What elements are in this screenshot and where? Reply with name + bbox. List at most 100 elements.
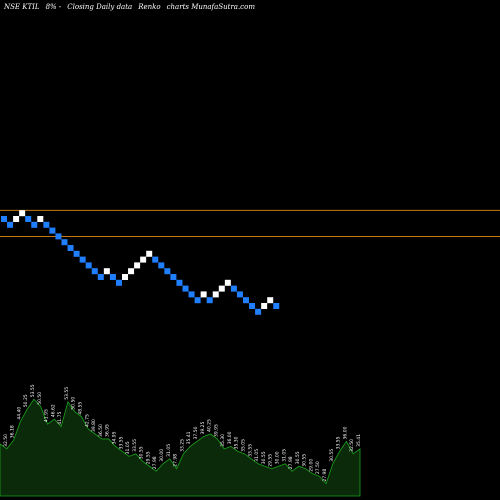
volume-value-label: 36.00 — [342, 426, 348, 439]
volume-value-label: 41.95 — [44, 409, 50, 422]
renko-brick-up — [140, 256, 147, 263]
volume-value-label: 35.41 — [356, 434, 362, 447]
renko-brick-down — [170, 274, 177, 280]
renko-brick-down — [236, 291, 243, 298]
volume-value-label: 31.05 — [125, 441, 131, 454]
volume-value-label: 30.55 — [329, 449, 335, 462]
renko-brick-down — [1, 216, 7, 222]
volume-value-label: 36.00 — [227, 431, 233, 444]
volume-value-label: 33.55 — [247, 444, 253, 457]
renko-brick-down — [164, 268, 171, 275]
renko-brick-down — [243, 297, 249, 304]
volume-value-label: 27.98 — [322, 469, 328, 482]
renko-brick-down — [25, 216, 32, 222]
credit-label: charts MunafaSutra.com — [166, 3, 255, 11]
renko-brick-down — [176, 279, 183, 286]
volume-value-label: 41.75 — [57, 412, 63, 425]
volume-value-label: 29.00 — [308, 459, 314, 472]
renko-brick-up — [103, 268, 110, 275]
renko-brick-down — [115, 279, 122, 286]
renko-brick-down — [31, 221, 38, 228]
volume-value-label: 53.55 — [64, 387, 70, 400]
volume-value-label: 31.05 — [281, 449, 287, 462]
level-lines — [0, 209, 500, 237]
volume-value-label: 35.30 — [220, 434, 226, 447]
renko-brick-down — [194, 297, 201, 304]
renko-brick-up — [122, 274, 128, 280]
renko-brick-down — [43, 221, 50, 228]
renko-bricks — [1, 210, 280, 315]
volume-value-label: 30.55 — [139, 446, 145, 459]
renko-brick-down — [85, 262, 92, 269]
volume-value-label: 34.95 — [111, 431, 117, 444]
renko-brick-down — [109, 274, 116, 280]
volume-value-label: 44.40 — [16, 407, 22, 420]
volume-value-label: 29.55 — [268, 454, 274, 467]
volume-value-label: 33.55 — [118, 436, 124, 449]
renko-brick-down — [67, 245, 74, 251]
volume-value-label: 30.55 — [302, 454, 308, 467]
renko-brick-down — [188, 291, 195, 298]
volume-value-label: 39.25 — [200, 421, 206, 434]
volume-value-label: 35.41 — [0, 429, 2, 442]
renko-brick-down — [7, 221, 14, 228]
volume-value-label: 29.55 — [145, 451, 151, 464]
volume-value-label: 27.50 — [315, 461, 321, 474]
renko-brick-up — [37, 216, 44, 222]
volume-value-label: 27.98 — [288, 456, 294, 469]
renko-brick-down — [249, 303, 256, 309]
change-label: 8% - — [45, 3, 62, 11]
renko-brick-down — [49, 227, 56, 234]
renko-brick-down — [255, 308, 262, 315]
renko-brick-down — [273, 303, 280, 309]
volume-value-label: 50.50 — [37, 392, 43, 405]
symbol-label: NSE KTIL — [4, 3, 40, 11]
volume-value-label: 30.55 — [295, 451, 301, 464]
chart-title: NSE KTIL 8% - Closing Daily data Renko chart… — [4, 3, 261, 11]
renko-brick-down — [73, 250, 80, 257]
volume-value-label: 37.50 — [193, 426, 199, 439]
renko-brick-up — [134, 262, 141, 269]
renko-brick-down — [206, 297, 213, 304]
renko-brick-up — [146, 250, 153, 257]
volume-value-label: 36.50 — [98, 424, 104, 437]
renko-brick-up — [200, 291, 207, 298]
volume-value-label: 50.50 — [71, 397, 77, 410]
volume-value-label: 36.95 — [105, 424, 111, 437]
volume-value-label: 53.55 — [30, 384, 36, 397]
renko-brick-down — [152, 256, 159, 263]
renko-brick-up — [261, 303, 268, 309]
volume-value-label: 35.41 — [186, 431, 192, 444]
volume-value-label: 40.25 — [207, 419, 213, 432]
volume-value-label: 46.62 — [50, 404, 56, 417]
volume-value-label: 27.98 — [173, 454, 179, 467]
renko-brick-down — [230, 285, 237, 292]
volume-value-label: 35.05 — [241, 439, 247, 452]
renko-brick-down — [97, 274, 104, 280]
renko-brick-down — [91, 268, 98, 275]
renko-brick-up — [267, 297, 274, 304]
volume-value-label: 30.00 — [274, 451, 280, 464]
renko-brick-up — [128, 268, 135, 275]
volume-value-label: 33.55 — [132, 439, 138, 452]
volume-value-label: 42.75 — [84, 414, 90, 427]
renko-brick-up — [19, 210, 26, 217]
volume-area — [0, 398, 361, 497]
renko-brick-up — [212, 291, 219, 298]
volume-value-label: 32.50 — [349, 439, 355, 452]
volume-panel: 35.41 32.5036.1844.4050.2553.5550.5041.95… — [0, 384, 362, 497]
volume-value-label: 32.50 — [3, 434, 9, 447]
volume-value-label: 39.95 — [213, 424, 219, 437]
volume-value-label: 33.25 — [179, 439, 185, 452]
volume-value-label: 33.55 — [336, 436, 342, 449]
renko-brick-up — [218, 285, 225, 292]
renko-brick-down — [79, 256, 86, 263]
renko-brick-up — [224, 279, 231, 286]
volume-value-label: 35.30 — [234, 436, 240, 449]
chart-kind-label: Closing Daily data — [67, 3, 133, 11]
renko-brick-down — [158, 262, 165, 269]
volume-value-label: 48.55 — [78, 402, 84, 415]
volume-value-label: 50.25 — [23, 394, 29, 407]
renko-brick-down — [182, 285, 189, 292]
